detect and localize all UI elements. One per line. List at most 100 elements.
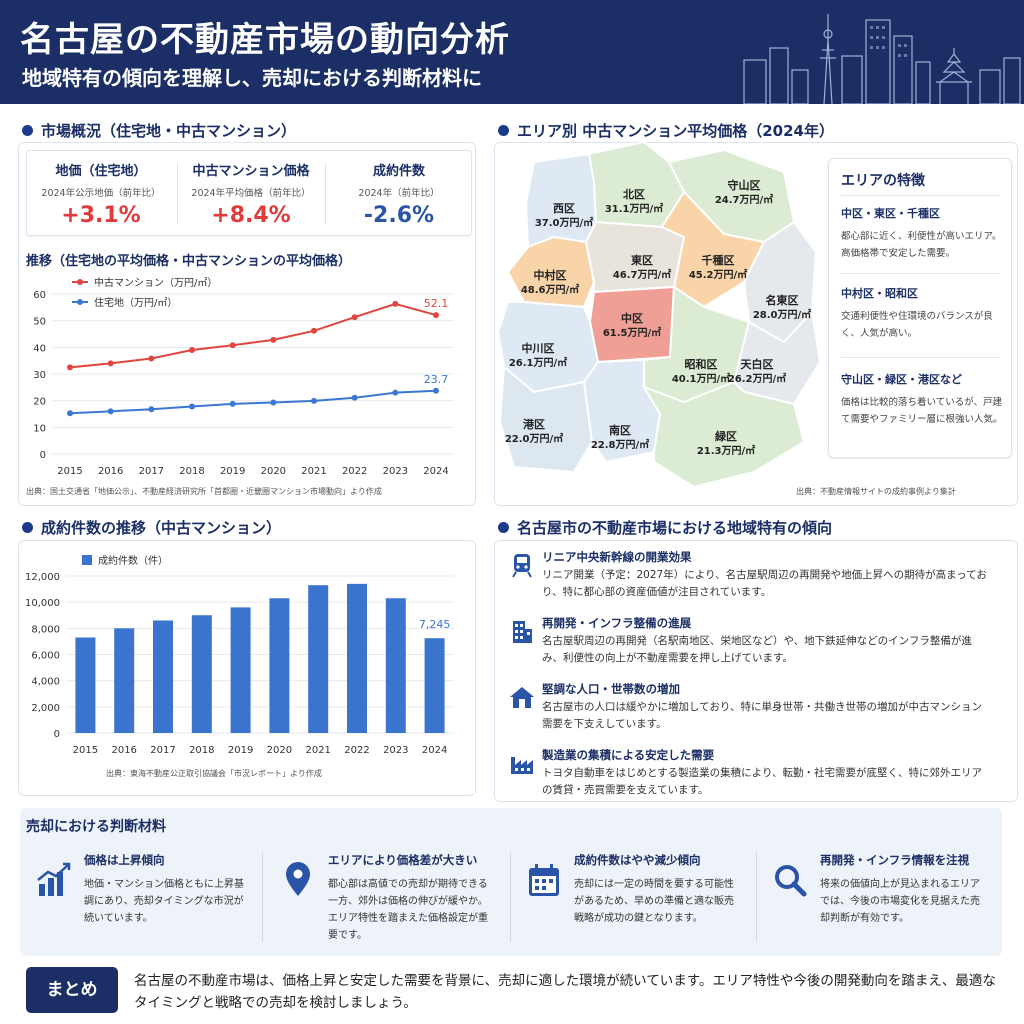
ward-price: 48.6万円/㎡ [521,283,579,296]
summary-badge: まとめ [26,967,118,1013]
kpi-condo-price: 中古マンション価格 2024年平均価格（前年比） +8.4% [177,151,325,237]
y-tick-label: 0 [40,450,46,461]
bar [153,620,173,733]
ward-price: 22.0万円/㎡ [505,432,563,445]
ward-label: 名東区 [766,293,799,307]
divider [841,357,1001,358]
area-source: 出典：不動産情報サイトの成約事例より集計 [796,487,956,496]
ward-label: 守山区 [728,178,761,192]
kpi-value: +8.4% [211,203,291,228]
legend-swatch [82,555,92,565]
x-tick-label: 2015 [73,745,98,756]
data-point [351,314,358,321]
x-tick-label: 2016 [98,466,123,477]
bullet-dot-icon [22,125,33,136]
ward-price: 46.7万円/㎡ [613,268,671,281]
ward-price: 22.8万円/㎡ [591,438,649,451]
ward-label: 東区 [631,253,653,267]
train-icon [512,554,532,578]
x-tick-label: 2022 [344,745,369,756]
bullet-dot-icon [22,522,33,533]
data-point [107,408,114,415]
summary-text: 名古屋の不動産市場は、価格上昇と安定した需要を背景に、売却に適した環境が続いてい… [134,973,996,1011]
ward-label: 中区 [621,311,643,325]
legend-label: 住宅地（万円/㎡） [94,296,177,309]
feature-item: 中区・東区・千種区 都心部に近く、利便性が高いエリア。高価格帯で安定した需要。 [841,207,1002,259]
divider [510,852,511,942]
legend-marker [77,279,83,285]
x-tick-label: 2017 [139,466,164,477]
ward-region-midori[interactable] [641,380,806,489]
ward-label: 中川区 [522,341,555,355]
header-banner: 名古屋の不動産市場の動向分析 地域特有の傾向を理解し、売却における判断材料に [0,0,1024,104]
end-value-label: 52.1 [424,297,449,310]
series-line [69,302,437,369]
y-tick-label: 50 [33,317,46,328]
data-point [67,364,73,371]
y-tick-label: 60 [33,290,46,301]
page-title: 名古屋の不動産市場の動向分析 [20,20,510,60]
judgement-card: エリアにより価格差が大きい 都心部は高値での売却が期待できる一方、郊外は価格の伸… [268,848,506,948]
divider [841,273,1001,274]
house-icon [510,687,534,708]
x-tick-label: 2024 [423,466,448,477]
contracts-section-title: 成約件数の推移（中古マンション） [22,517,281,538]
y-tick-label: 20 [33,397,46,408]
area-section-title: エリア別 中古マンション平均価格（2024年） [498,120,834,141]
ward-region-nakamura[interactable] [506,235,596,309]
bar [191,615,212,733]
area-features-title: エリアの特徴 [841,173,925,189]
x-tick-label: 2017 [150,745,175,756]
data-point [392,300,399,307]
divider [262,852,263,942]
bar [347,583,367,733]
data-point [311,397,317,404]
y-tick-label: 40 [33,343,46,354]
ward-region-nishi[interactable] [524,152,598,249]
ward-label: 千種区 [702,253,735,267]
data-point [107,360,114,367]
divider [756,852,757,942]
ward-price: 45.2万円/㎡ [689,268,747,281]
bar [230,607,251,733]
y-tick-label: 10,000 [26,598,60,609]
y-tick-label: 6,000 [31,651,60,662]
x-tick-label: 2019 [220,466,245,477]
legend-marker [77,299,83,305]
series-line [69,389,437,415]
legend-label: 成約件数（件） [98,554,168,567]
y-tick-label: 2,000 [31,703,60,714]
x-tick-label: 2021 [301,466,326,477]
x-tick-label: 2022 [342,466,367,477]
x-tick-label: 2023 [383,745,408,756]
area-features-panel: エリアの特徴 中区・東区・千種区 都心部に近く、利便性が高いエリア。高価格帯で安… [828,158,1012,458]
factory-icon [511,757,533,774]
ward-label: 北区 [623,187,645,201]
data-point [433,312,439,319]
price-trend-line-chart: 0 10 20 30 40 50 60 2015 2016 2017 2018 2019 2020 202… [33,276,454,477]
x-tick-label: 2023 [383,466,408,477]
y-tick-label: 10 [33,423,46,434]
contracts-bar-chart: 0 2,000 4,000 6,000 8,000 10,000 12,000 2015 201… [26,554,454,756]
bar [424,638,445,733]
data-point [229,342,236,349]
x-tick-label: 2018 [189,745,214,756]
legend-label: 中古マンション（万円/㎡） [94,276,217,289]
x-tick-label: 2016 [111,745,136,756]
end-value-label: 23.7 [424,373,449,386]
ward-region-minato[interactable] [498,364,594,474]
bullet-dot-icon [498,522,509,533]
bar [269,598,290,733]
y-tick-label: 12,000 [26,572,60,583]
data-point [392,389,399,396]
judgement-card: 再開発・インフラ情報を注視 将来の価値向上が見込まれるエリアでは、今後の市場変化… [760,848,998,948]
search-icon [775,865,807,897]
bar [75,637,96,733]
ward-price: 31.1万円/㎡ [605,202,663,215]
bar [114,628,135,733]
bar [308,585,329,733]
bar [385,598,406,733]
kpi-panel: 地価（住宅地） 2024年公示地価（前年比） +3.1% 中古マンション価格 2… [26,150,472,236]
ward-label: 港区 [523,417,545,431]
kpi-value: +3.1% [61,203,141,228]
